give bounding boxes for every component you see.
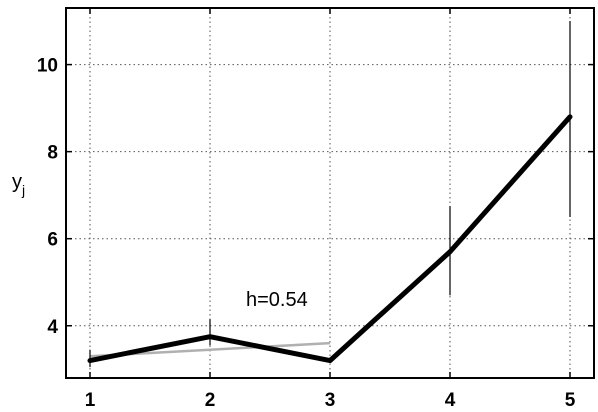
annotation-h: h=0.54 <box>246 289 308 311</box>
y-tick-label: 4 <box>47 317 58 338</box>
x-tick-label: 4 <box>445 390 456 411</box>
x-tick-label: 2 <box>205 390 216 411</box>
x-tick-label: 5 <box>565 390 576 411</box>
y-axis-label: yj <box>12 171 25 198</box>
x-axis: 1 2 3 4 5 <box>85 8 576 411</box>
y-tick-label: 6 <box>47 230 58 251</box>
black-series-line <box>87 114 573 364</box>
y-axis-label-main: y <box>12 171 22 193</box>
y-axis-label-subscript: j <box>21 182 25 198</box>
grid <box>66 8 594 378</box>
x-tick-label: 3 <box>325 390 336 411</box>
y-tick-label: 8 <box>47 143 58 164</box>
y-tick-label: 10 <box>37 56 58 77</box>
black-series <box>87 114 573 364</box>
y-axis: 4 6 8 10 <box>37 56 594 338</box>
x-tick-label: 1 <box>85 390 96 411</box>
